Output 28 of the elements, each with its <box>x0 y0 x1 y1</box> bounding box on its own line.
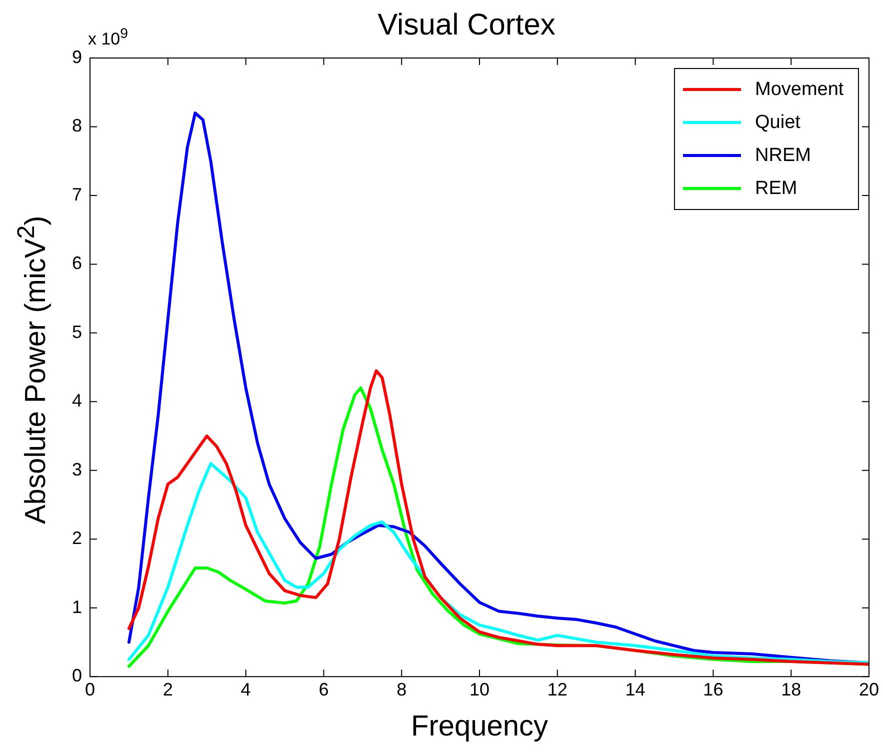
x-tick-label: 0 <box>85 679 96 700</box>
x-tick-label: 2 <box>162 679 173 700</box>
y-tick-label: 6 <box>72 253 82 274</box>
x-tick-label: 4 <box>240 679 251 700</box>
legend-label: NREM <box>755 144 811 166</box>
y-tick-label: 5 <box>72 322 82 342</box>
x-tick-label: 6 <box>318 679 329 700</box>
y-tick-label: 4 <box>72 390 82 411</box>
x-axis-title: Frequency <box>411 710 549 743</box>
x-tick-label: 12 <box>547 679 568 700</box>
x-tick-label: 20 <box>858 679 880 700</box>
y-tick-label: 1 <box>72 596 82 617</box>
chart-title: Visual Cortex <box>378 8 556 42</box>
x-tick-label: 8 <box>396 679 407 700</box>
y-tick-label: 8 <box>72 116 82 136</box>
y-tick-label: 3 <box>72 459 82 480</box>
legend-label: Movement <box>755 78 844 100</box>
y-tick-label: 0 <box>72 666 82 686</box>
y-tick-label: 7 <box>72 184 82 204</box>
x-tick-label: 18 <box>781 679 802 700</box>
y-tick-label: 9 <box>72 46 82 67</box>
y-tick-label: 2 <box>72 528 82 548</box>
text: x 10$^{9}$ <box>88 26 128 50</box>
x-tick-label: 14 <box>625 679 646 700</box>
x-tick-label: 10 <box>469 679 490 700</box>
x-tick-label: 16 <box>703 679 724 700</box>
legend-label: REM <box>755 178 798 200</box>
legend-label: Quiet <box>755 112 800 134</box>
